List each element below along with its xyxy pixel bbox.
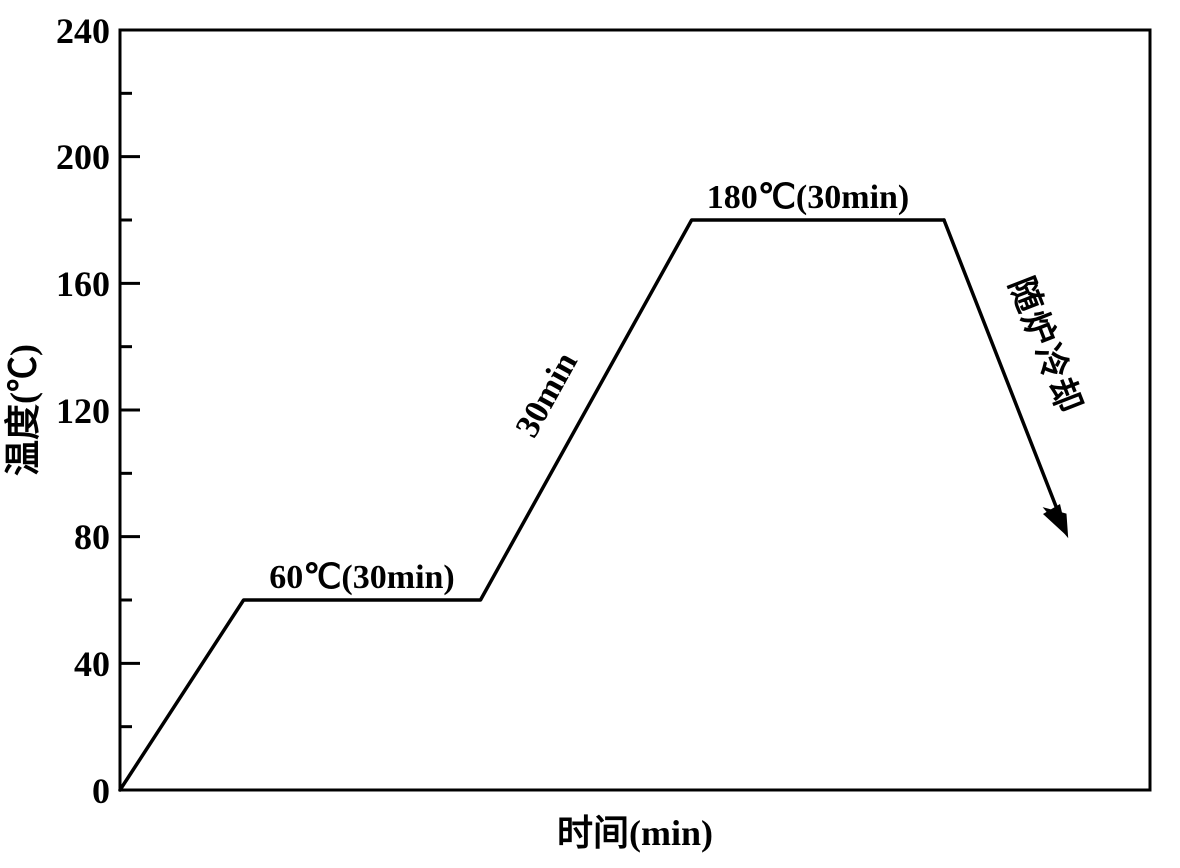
chart-container: 0 40 80 120 160 200 240 温度(℃) 时间(min) 60… — [0, 0, 1180, 863]
temperature-time-chart: 0 40 80 120 160 200 240 温度(℃) 时间(min) 60… — [0, 0, 1180, 863]
annotation-hold2: 180℃(30min) — [707, 179, 910, 216]
y-ticks-left — [120, 30, 140, 790]
ytick-40: 40 — [74, 644, 110, 684]
ytick-200: 200 — [56, 137, 110, 177]
ytick-0: 0 — [92, 771, 110, 811]
plot-border — [120, 30, 1150, 790]
ytick-240: 240 — [56, 11, 110, 51]
ytick-160: 160 — [56, 264, 110, 304]
ytick-120: 120 — [56, 391, 110, 431]
data-line — [120, 220, 1057, 790]
x-axis-label: 时间(min) — [557, 813, 713, 853]
y-axis-label: 温度(℃) — [3, 344, 43, 476]
y-tick-labels: 0 40 80 120 160 200 240 — [56, 11, 110, 811]
ytick-80: 80 — [74, 517, 110, 557]
annotation-hold1: 60℃(30min) — [269, 559, 455, 596]
